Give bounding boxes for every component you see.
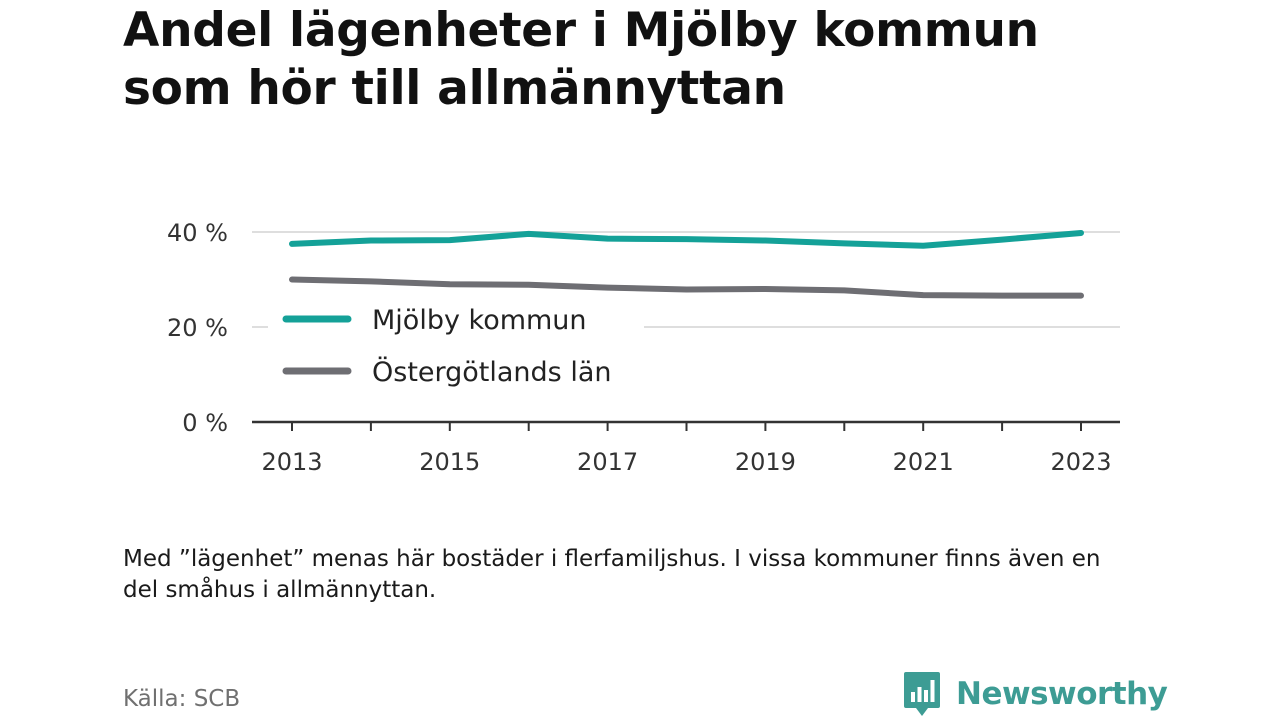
x-tick-label: 2017 — [577, 448, 638, 476]
chart-title: Andel lägenheter i Mjölby kommun som hör… — [123, 3, 1039, 116]
x-tick-label: 2023 — [1050, 448, 1111, 476]
series-line — [289, 276, 1084, 299]
x-tick-label: 2021 — [893, 448, 954, 476]
x-tick-label: 2015 — [419, 448, 480, 476]
x-tick-label: 2013 — [261, 448, 322, 476]
axis-layer: 0 % 20 % 40 % 2013 2015 2017 2019 2021 2023 — [167, 219, 1120, 476]
chart-note: Med ”lägenhet” menas här bostäder i fler… — [123, 546, 1101, 603]
brand: Newsworthy — [902, 670, 1168, 718]
legend-background — [268, 296, 644, 394]
y-tick-label: 20 % — [167, 314, 228, 342]
legend: Mjölby kommun Östergötlands län — [268, 296, 644, 394]
legend-label: Östergötlands län — [372, 356, 612, 388]
brand-name: Newsworthy — [956, 676, 1168, 712]
legend-label: Mjölby kommun — [372, 305, 587, 336]
series-line — [289, 229, 1084, 249]
series-layer — [289, 229, 1084, 299]
y-tick-label: 0 % — [182, 409, 228, 437]
x-tick-label: 2019 — [735, 448, 796, 476]
y-tick-label: 40 % — [167, 219, 228, 247]
source-label: Källa: SCB — [123, 686, 241, 712]
bar-chart-speech-bubble-icon — [904, 672, 940, 716]
